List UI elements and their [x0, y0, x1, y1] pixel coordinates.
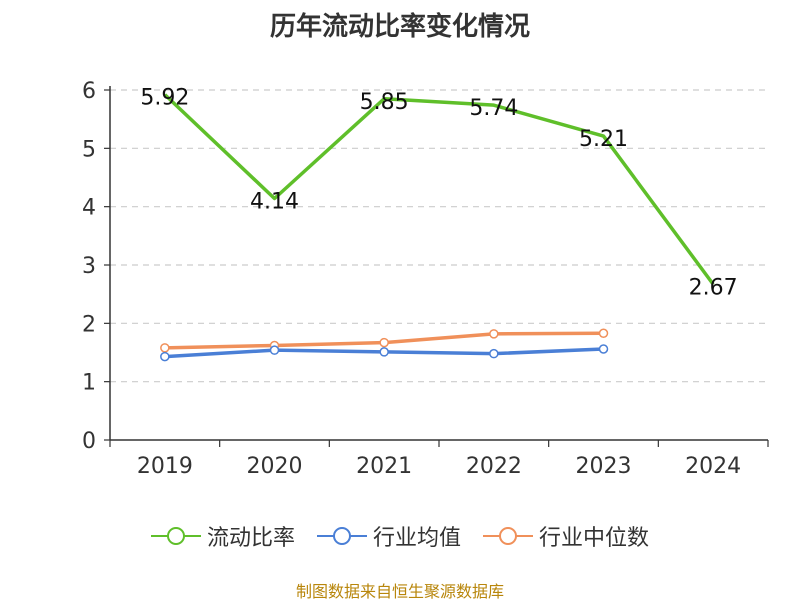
y-tick-label: 1: [82, 371, 96, 396]
data-point: [598, 328, 609, 338]
x-tick-label: 2019: [137, 454, 193, 479]
x-tick-label: 2022: [466, 454, 522, 479]
x-tick-label: 2023: [576, 454, 632, 479]
source-footer: 制图数据来自恒生聚源数据库: [295, 582, 504, 601]
legend-line-icon: [150, 527, 201, 545]
data-label: 5.85: [360, 90, 409, 115]
legend-label: 行业均值: [372, 526, 461, 551]
data-label: 4.14: [250, 190, 299, 215]
legend-label: 流动比率: [206, 526, 295, 551]
data-point: [379, 347, 389, 357]
legend-item-series-3[interactable]: 行业中位数: [483, 520, 649, 552]
y-tick-label: 4: [82, 196, 96, 221]
y-tick-label: 6: [82, 79, 96, 104]
legend: 流动比率 行业均值 行业中位数: [0, 520, 800, 552]
legend-line-icon: [316, 527, 367, 545]
data-point: [489, 329, 499, 339]
data-point: [160, 343, 170, 353]
x-tick-label: 2021: [356, 454, 412, 479]
data-point: [489, 348, 499, 359]
y-tick-label: 3: [82, 254, 96, 279]
data-label: 5.92: [140, 86, 189, 111]
data-point: [269, 345, 280, 355]
data-label: 5.74: [469, 96, 518, 121]
data-label: 5.21: [579, 127, 628, 152]
y-tick-label: 5: [82, 137, 96, 162]
legend-line-icon: [483, 527, 533, 545]
data-label: 2.67: [689, 275, 738, 300]
x-tick-label: 2024: [685, 454, 741, 479]
x-tick-label: 2020: [247, 454, 303, 479]
legend-item-series-1[interactable]: 流动比率: [150, 520, 295, 552]
data-point: [598, 344, 609, 354]
data-point: [160, 351, 170, 362]
y-tick-label: 2: [82, 312, 96, 337]
legend-item-series-2[interactable]: 行业均值: [316, 520, 461, 552]
legend-label: 行业中位数: [539, 526, 650, 551]
data-point: [379, 337, 389, 348]
chart-title: 历年流动比率变化情况: [269, 12, 530, 42]
y-tick-label: 0: [82, 429, 96, 454]
series-line: [163, 93, 715, 286]
